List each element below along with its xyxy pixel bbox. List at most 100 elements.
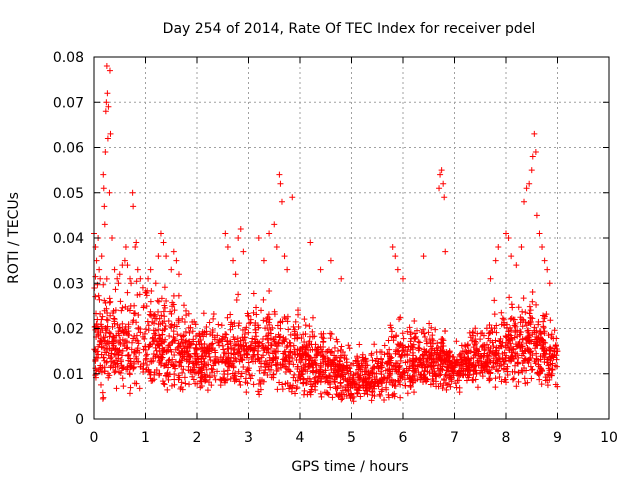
data-point bbox=[193, 345, 200, 352]
data-point bbox=[448, 378, 455, 385]
data-point bbox=[270, 371, 277, 378]
data-point bbox=[276, 171, 283, 178]
data-point bbox=[222, 360, 229, 367]
data-point bbox=[103, 342, 110, 349]
data-point bbox=[210, 315, 217, 322]
data-point bbox=[162, 304, 169, 311]
data-point bbox=[296, 350, 303, 357]
data-point bbox=[101, 203, 108, 210]
data-point bbox=[524, 327, 531, 334]
data-point bbox=[160, 239, 167, 246]
data-point bbox=[378, 364, 385, 371]
data-point bbox=[301, 339, 308, 346]
data-point bbox=[400, 275, 406, 282]
data-point bbox=[99, 313, 106, 320]
data-point bbox=[487, 337, 494, 344]
data-point bbox=[535, 318, 542, 325]
data-point bbox=[173, 257, 180, 264]
data-point bbox=[278, 198, 285, 205]
data-point bbox=[95, 292, 102, 299]
data-point bbox=[322, 358, 329, 365]
data-point bbox=[453, 338, 460, 345]
data-point bbox=[177, 385, 184, 392]
data-point bbox=[406, 363, 413, 370]
data-point bbox=[171, 307, 178, 314]
axis-ticks: 0 1 2 3 4 5 6 7 8 9 10 0 0.01 0.02 0.03 0.04 0.05 0.06 0.0… bbox=[53, 50, 618, 446]
data-point bbox=[206, 353, 213, 360]
data-point bbox=[501, 349, 508, 356]
data-point bbox=[308, 386, 315, 393]
data-point bbox=[226, 363, 233, 370]
data-point bbox=[542, 351, 549, 358]
y-tick-label: 0 bbox=[75, 412, 84, 428]
data-point bbox=[546, 376, 553, 383]
data-point bbox=[533, 212, 540, 219]
data-point bbox=[306, 375, 313, 382]
data-point bbox=[324, 390, 331, 397]
data-point bbox=[128, 280, 135, 287]
data-point bbox=[180, 343, 187, 350]
data-point bbox=[198, 361, 205, 368]
data-point bbox=[153, 366, 160, 373]
data-point bbox=[287, 348, 294, 355]
data-point bbox=[92, 347, 99, 354]
y-axis-label: ROTI / TECUs bbox=[6, 192, 22, 284]
data-point bbox=[102, 329, 109, 336]
data-point bbox=[327, 257, 334, 264]
data-point bbox=[196, 330, 203, 337]
data-point bbox=[245, 329, 252, 336]
data-point bbox=[486, 357, 493, 364]
data-point bbox=[188, 340, 195, 347]
data-point bbox=[305, 353, 312, 360]
data-point bbox=[108, 358, 115, 365]
data-point bbox=[435, 354, 442, 361]
data-point bbox=[131, 333, 138, 340]
data-point bbox=[284, 342, 291, 349]
data-point bbox=[127, 303, 134, 310]
data-point bbox=[100, 171, 107, 178]
data-point bbox=[194, 353, 201, 360]
data-point bbox=[308, 360, 315, 367]
data-point bbox=[131, 358, 138, 365]
y-tick-label: 0.05 bbox=[53, 186, 84, 202]
data-point bbox=[404, 328, 411, 335]
data-point bbox=[103, 275, 110, 282]
data-point bbox=[379, 359, 386, 366]
data-point bbox=[545, 362, 552, 369]
data-point bbox=[93, 257, 100, 264]
data-point bbox=[231, 320, 238, 327]
data-point bbox=[402, 359, 409, 366]
data-point bbox=[443, 386, 450, 393]
data-point bbox=[181, 374, 188, 381]
data-point bbox=[526, 303, 533, 310]
data-point bbox=[541, 257, 548, 264]
data-point bbox=[300, 344, 307, 351]
data-point bbox=[260, 296, 267, 303]
data-point bbox=[304, 391, 311, 398]
data-point bbox=[440, 382, 447, 389]
data-point bbox=[399, 330, 406, 337]
data-point bbox=[243, 389, 250, 396]
data-point bbox=[243, 346, 250, 353]
data-point bbox=[334, 347, 341, 354]
data-point bbox=[137, 363, 144, 370]
data-point bbox=[400, 335, 407, 342]
data-point bbox=[456, 389, 463, 396]
data-point bbox=[401, 369, 408, 376]
data-point bbox=[294, 363, 301, 370]
data-point bbox=[229, 323, 236, 330]
x-tick-label: 2 bbox=[193, 430, 202, 446]
data-point bbox=[139, 284, 146, 291]
data-point bbox=[294, 384, 301, 391]
data-point bbox=[210, 362, 217, 369]
data-point bbox=[387, 357, 394, 364]
data-point bbox=[541, 315, 548, 322]
data-point bbox=[247, 316, 254, 323]
data-point bbox=[368, 350, 375, 357]
data-point bbox=[496, 338, 503, 345]
data-point bbox=[317, 266, 324, 273]
data-point bbox=[250, 290, 257, 297]
data-point bbox=[493, 329, 500, 336]
data-point bbox=[292, 351, 299, 358]
data-point bbox=[427, 339, 434, 346]
